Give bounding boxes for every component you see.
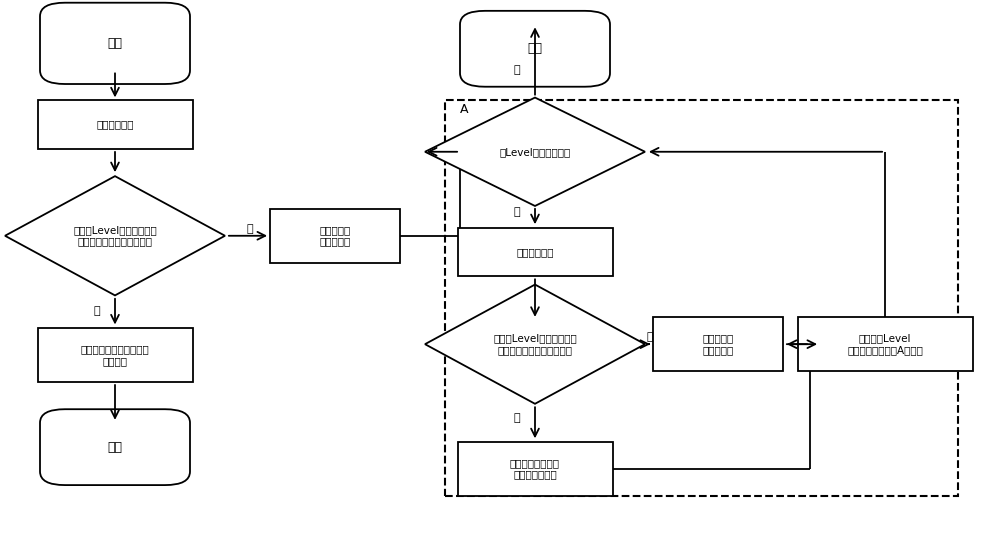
Text: 否: 否 (514, 66, 520, 75)
Text: 结束: 结束 (108, 441, 122, 454)
Bar (38, 328, 192, 382)
Text: 弹出队尾切片: 弹出队尾切片 (516, 247, 554, 257)
Text: 否: 否 (94, 306, 100, 315)
Text: 是: 是 (647, 332, 653, 342)
Bar (798, 317, 972, 371)
FancyBboxPatch shape (460, 11, 610, 87)
Bar (38, 100, 192, 149)
Text: 计算并合并第一个时间切
片的数据: 计算并合并第一个时间切 片的数据 (81, 344, 149, 366)
FancyBboxPatch shape (445, 100, 958, 496)
Text: 计算并合并第一个
时间切片的数据: 计算并合并第一个 时间切片的数据 (510, 458, 560, 480)
Bar (458, 442, 612, 496)
Polygon shape (425, 98, 645, 206)
Text: 下一个Level队列是否为空
或第一个时间切片是否过期: 下一个Level队列是否为空 或第一个时间切片是否过期 (493, 333, 577, 355)
Text: 对下一个Level
重复执行虚线方框A的逻辑: 对下一个Level 重复执行虚线方框A的逻辑 (847, 333, 923, 355)
Polygon shape (425, 285, 645, 404)
Text: 接受数据流水: 接受数据流水 (96, 120, 134, 130)
Polygon shape (5, 176, 225, 295)
Text: 第一个Level队列是否为空
或第一个时间切片是否过期: 第一个Level队列是否为空 或第一个时间切片是否过期 (73, 225, 157, 247)
Text: 创建新切片
并压入队头: 创建新切片 并压入队头 (319, 225, 351, 247)
Text: 开始: 开始 (108, 37, 122, 50)
Text: 结束: 结束 (528, 42, 542, 55)
Bar (270, 209, 400, 263)
Text: 是: 是 (247, 224, 253, 234)
Text: 是: 是 (514, 208, 520, 217)
Text: 否: 否 (514, 414, 520, 423)
Bar (458, 228, 612, 276)
Text: 创建新切片
并压入队头: 创建新切片 并压入队头 (702, 333, 734, 355)
FancyBboxPatch shape (40, 409, 190, 485)
Bar (653, 317, 783, 371)
Text: A: A (460, 103, 468, 116)
FancyBboxPatch shape (40, 3, 190, 84)
Text: 本Level队列是否已满: 本Level队列是否已满 (499, 147, 571, 157)
